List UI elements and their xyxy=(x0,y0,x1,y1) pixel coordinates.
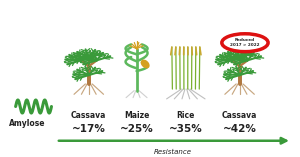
Ellipse shape xyxy=(141,60,149,68)
Text: Resistance: Resistance xyxy=(153,149,191,155)
Ellipse shape xyxy=(222,34,268,52)
Text: Cassava: Cassava xyxy=(71,111,106,120)
Text: ~17%: ~17% xyxy=(72,124,106,134)
Text: ~25%: ~25% xyxy=(120,124,153,134)
Text: Amylose: Amylose xyxy=(9,119,46,128)
Text: Maize: Maize xyxy=(124,111,149,120)
Text: ~42%: ~42% xyxy=(223,124,256,134)
Text: Rice: Rice xyxy=(177,111,195,120)
Text: ~35%: ~35% xyxy=(169,124,203,134)
Text: Reduced
2017 > 2022: Reduced 2017 > 2022 xyxy=(230,38,260,47)
Text: Cassava: Cassava xyxy=(222,111,257,120)
